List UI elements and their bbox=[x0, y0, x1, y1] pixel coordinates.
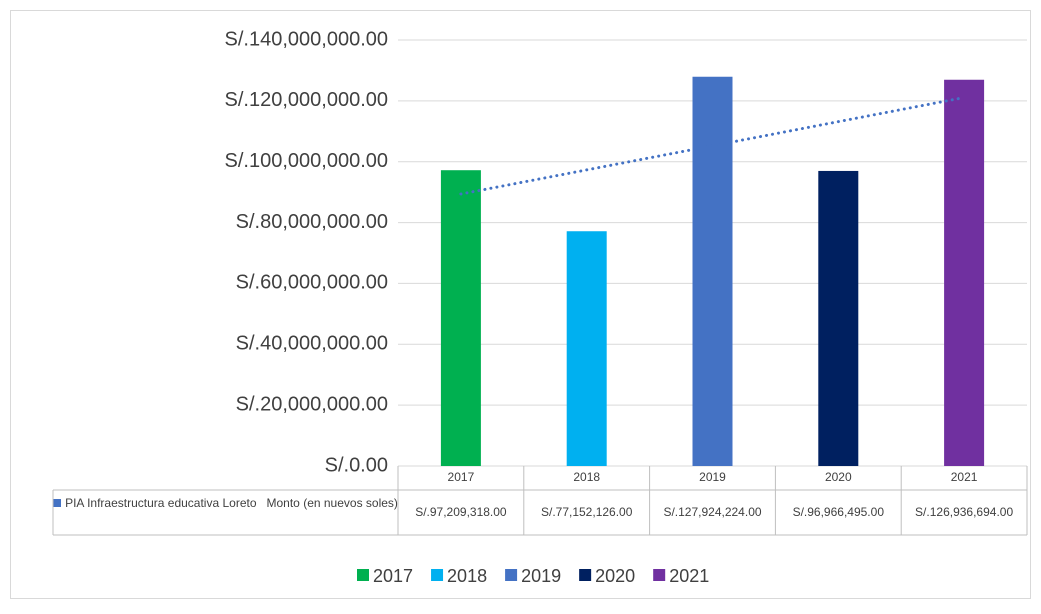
y-tick-label: S/.80,000,000.00 bbox=[236, 211, 388, 233]
y-tick-label: S/.20,000,000.00 bbox=[236, 393, 388, 415]
x-tick-label: 2020 bbox=[825, 470, 852, 484]
y-tick-label: S/.60,000,000.00 bbox=[236, 272, 388, 294]
legend-label: 2018 bbox=[447, 566, 487, 586]
series-swatch bbox=[53, 499, 62, 507]
y-tick-label: S/.0.00 bbox=[325, 454, 388, 476]
table-value: S/.77,152,126.00 bbox=[541, 505, 633, 519]
y-tick-label: S/.100,000,000.00 bbox=[225, 150, 388, 172]
table-value: S/.96,966,495.00 bbox=[793, 505, 885, 519]
series-label-cell: PIA Infraestructura educativa Loreto Mon… bbox=[53, 490, 398, 511]
table-value: S/.97,209,318.00 bbox=[415, 505, 507, 519]
series-label: PIA Infraestructura educativa Loreto Mon… bbox=[53, 490, 398, 511]
bar bbox=[440, 170, 481, 466]
legend-label: 2019 bbox=[521, 566, 561, 586]
legend-swatch bbox=[357, 569, 369, 581]
legend-swatch bbox=[431, 569, 444, 581]
legend-label: 2021 bbox=[669, 566, 709, 586]
legend-swatch bbox=[579, 569, 592, 581]
bar bbox=[566, 231, 607, 466]
chart-border bbox=[10, 10, 1031, 599]
table-value: S/.126,936,694.00 bbox=[915, 505, 1013, 519]
x-tick-label: 2017 bbox=[448, 470, 475, 484]
y-tick-label: S/.40,000,000.00 bbox=[236, 333, 388, 355]
table-value: S/.127,924,224.00 bbox=[663, 505, 761, 519]
y-tick-label: S/.140,000,000.00 bbox=[225, 28, 388, 50]
x-tick-label: 2019 bbox=[699, 470, 726, 484]
legend-label: 2017 bbox=[373, 566, 413, 586]
x-tick-label: 2018 bbox=[573, 470, 600, 484]
legend-label: 2020 bbox=[595, 566, 635, 586]
series-name: PIA Infraestructura educativa Loreto Mon… bbox=[65, 496, 398, 510]
legend-swatch bbox=[653, 569, 666, 581]
bar bbox=[692, 76, 733, 466]
legend-swatch bbox=[505, 569, 518, 581]
bar bbox=[944, 79, 985, 467]
x-tick-label: 2021 bbox=[951, 470, 978, 484]
y-tick-label: S/.120,000,000.00 bbox=[225, 89, 388, 111]
bar bbox=[818, 170, 859, 466]
trendline bbox=[459, 96, 966, 196]
